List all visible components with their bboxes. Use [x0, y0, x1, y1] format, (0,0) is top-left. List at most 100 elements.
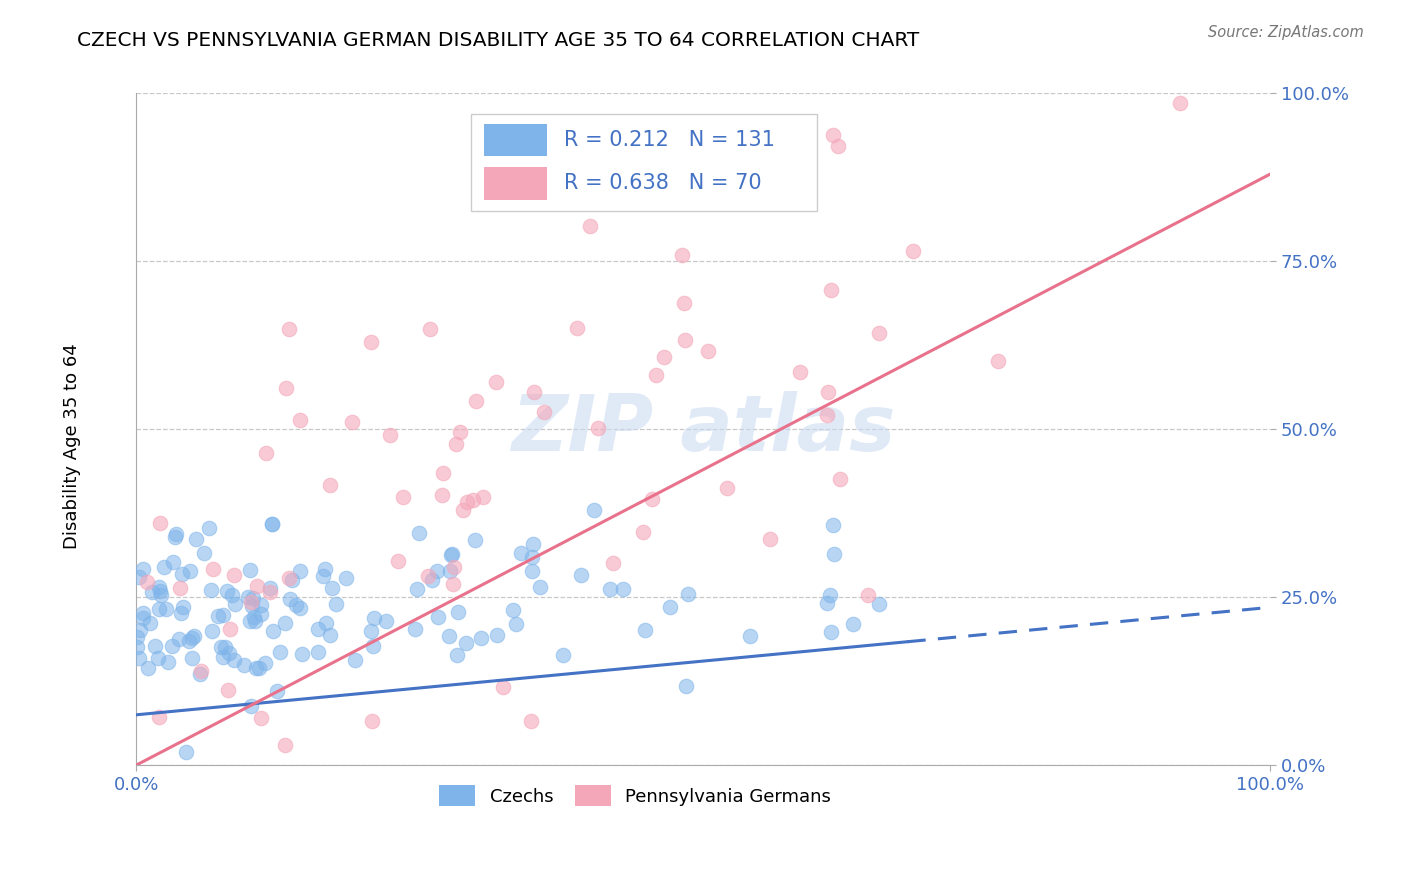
Point	[439, 564, 461, 578]
Point	[202, 562, 225, 576]
Point	[190, 665, 212, 679]
Point	[172, 599, 194, 614]
Point	[716, 481, 738, 495]
Point	[165, 527, 187, 541]
Point	[280, 592, 302, 607]
Point	[242, 610, 264, 624]
Point	[274, 616, 297, 631]
Point	[818, 588, 841, 602]
Point	[259, 581, 281, 595]
Point	[285, 598, 308, 612]
Point	[180, 631, 202, 645]
Point	[239, 699, 262, 714]
Point	[673, 333, 696, 347]
Point	[245, 660, 267, 674]
Point	[280, 573, 302, 587]
Point	[148, 580, 170, 594]
Point	[239, 595, 262, 609]
Point	[266, 684, 288, 698]
Point	[404, 622, 426, 636]
Point	[437, 629, 460, 643]
Point	[240, 599, 263, 613]
Point	[278, 571, 301, 585]
Point	[262, 516, 284, 531]
Point	[314, 562, 336, 576]
Point	[149, 584, 172, 599]
Point	[150, 588, 173, 602]
Point	[209, 640, 232, 655]
Point	[432, 466, 454, 480]
Point	[186, 533, 208, 547]
Point	[523, 384, 546, 399]
Point	[236, 590, 259, 604]
Point	[375, 615, 398, 629]
Point	[246, 579, 269, 593]
Point	[464, 393, 486, 408]
Point	[128, 651, 150, 665]
Point	[291, 647, 314, 661]
Point	[675, 679, 697, 693]
Point	[155, 602, 177, 616]
Point	[420, 573, 443, 587]
Point	[200, 583, 222, 598]
Point	[602, 556, 624, 570]
Point	[789, 366, 811, 380]
Point	[828, 472, 851, 486]
Point	[533, 405, 555, 419]
Point	[177, 633, 200, 648]
Point	[250, 607, 273, 621]
Point	[634, 624, 657, 638]
Point	[579, 219, 602, 234]
Point	[858, 588, 880, 602]
Point	[671, 248, 693, 262]
Point	[553, 648, 575, 662]
Point	[821, 518, 844, 533]
Point	[239, 562, 262, 576]
Point	[201, 624, 224, 638]
Point	[659, 599, 682, 614]
Point	[319, 478, 342, 492]
Point	[277, 321, 299, 335]
Point	[224, 652, 246, 666]
Point	[678, 587, 700, 601]
Point	[274, 380, 297, 394]
Point	[136, 661, 159, 675]
Point	[136, 574, 159, 589]
Point	[612, 582, 634, 597]
Point	[157, 656, 180, 670]
Point	[472, 490, 495, 504]
Point	[274, 738, 297, 752]
Point	[387, 554, 409, 568]
Point	[454, 635, 477, 649]
Point	[505, 616, 527, 631]
Point	[509, 546, 531, 560]
Point	[815, 596, 838, 610]
Point	[335, 571, 357, 585]
Point	[128, 623, 150, 637]
Point	[522, 536, 544, 550]
Point	[197, 521, 219, 535]
Point	[207, 609, 229, 624]
Point	[569, 568, 592, 582]
Point	[987, 353, 1010, 368]
Point	[181, 651, 204, 665]
Point	[167, 632, 190, 646]
Point	[160, 639, 183, 653]
Point	[430, 488, 453, 502]
Point	[441, 577, 464, 591]
Point	[179, 564, 201, 578]
Point	[318, 628, 340, 642]
Point	[247, 660, 270, 674]
Point	[143, 639, 166, 653]
Point	[673, 296, 696, 310]
Text: R = 0.212   N = 131: R = 0.212 N = 131	[564, 129, 775, 150]
Point	[443, 560, 465, 574]
Legend: Czechs, Pennsylvania Germans: Czechs, Pennsylvania Germans	[432, 778, 838, 814]
Point	[492, 680, 515, 694]
Point	[224, 598, 246, 612]
Point	[868, 597, 890, 611]
Point	[416, 568, 439, 582]
Point	[565, 320, 588, 334]
Point	[418, 321, 440, 335]
Point	[446, 648, 468, 663]
